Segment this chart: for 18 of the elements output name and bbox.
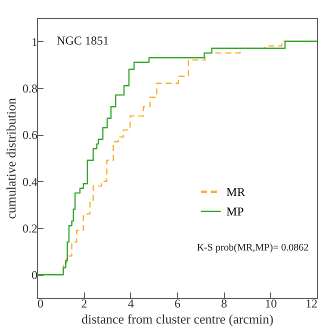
x-tick-label: 12 (306, 296, 318, 310)
x-tick-label: 6 (174, 296, 180, 310)
annotation: K-S prob(MR,MP)= 0.0862 (196, 242, 309, 254)
x-tick-label: 10 (264, 296, 277, 310)
y-tick-label: 0 (32, 268, 38, 282)
y-tick-label: 1 (32, 34, 38, 49)
x-tick-label: 2 (81, 296, 88, 310)
y-tick-label: 0.4 (22, 174, 38, 189)
legend-label: MR (226, 184, 246, 199)
legend-label: MP (226, 204, 244, 218)
x-tick-label: 4 (128, 296, 134, 310)
x-tick-label: 8 (221, 296, 228, 310)
y-axis-title: cumulative distribution (4, 98, 18, 219)
annotation: NGC 1851 (56, 33, 109, 48)
y-tick-label: 0.2 (22, 222, 38, 236)
y-tick-label: 0.8 (22, 82, 38, 96)
y-tick-label: 0.6 (22, 128, 38, 142)
x-axis-title: distance from cluster centre (arcmin) (81, 312, 274, 326)
